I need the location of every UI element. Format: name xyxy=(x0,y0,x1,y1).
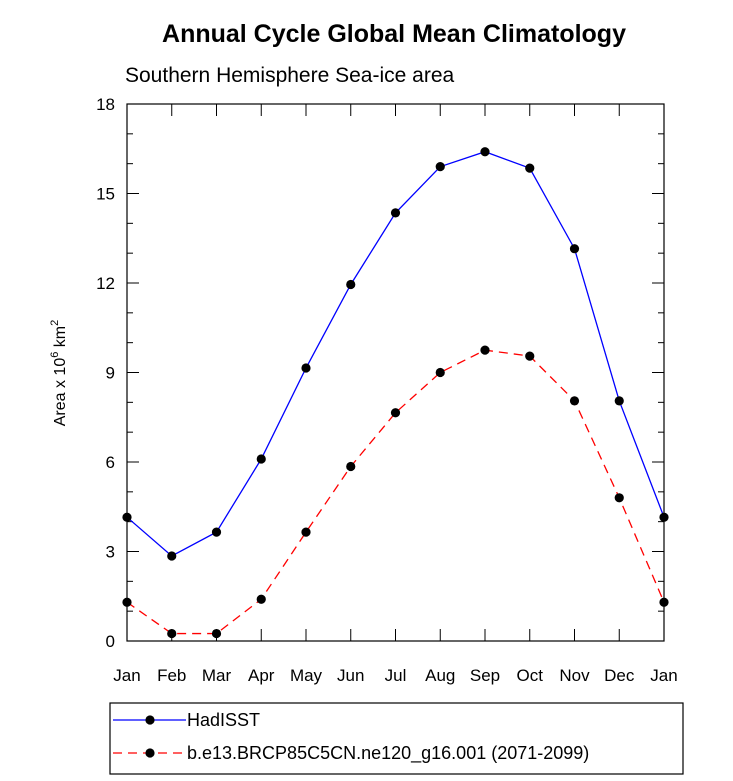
legend-box xyxy=(109,702,684,775)
series-1-point xyxy=(167,551,177,561)
x-tick-label: Mar xyxy=(202,666,232,685)
series-2-point xyxy=(614,493,624,503)
series-1-point xyxy=(301,363,311,373)
legend-marker-2 xyxy=(145,748,155,758)
y-tick-label: 12 xyxy=(96,274,115,293)
y-axis-label: Area x 106 km2 xyxy=(49,320,69,427)
x-tick-label: Jun xyxy=(337,666,364,685)
series-1-point xyxy=(346,279,356,290)
axes: 0 3 6 9 12 15 18 Jan Feb Mar Apr May Jun Jul Aug Sep Oct… xyxy=(96,95,678,685)
y-tick-label: 0 xyxy=(106,632,115,651)
x-tick-label: Jul xyxy=(385,666,407,685)
series-2-point xyxy=(659,597,669,607)
x-tick-label: Dec xyxy=(604,666,635,685)
x-tick-label: Oct xyxy=(517,666,544,685)
y-tick-label: 9 xyxy=(106,364,115,383)
series-2-point xyxy=(525,351,535,361)
chart-title: Annual Cycle Global Mean Climatology xyxy=(162,20,626,48)
plot-frame xyxy=(126,103,665,642)
series-1-point xyxy=(569,244,580,254)
x-tick-label: Feb xyxy=(157,666,186,685)
legend-label-1: HadISST xyxy=(187,710,260,730)
x-tick-label: Jan xyxy=(650,666,677,685)
x-tick-label: Jan xyxy=(113,666,140,685)
x-tick-label: May xyxy=(290,666,323,685)
x-tick-label: Apr xyxy=(248,666,275,685)
series-2-point xyxy=(390,408,401,418)
series-2-point xyxy=(167,628,177,639)
legend: HadISST b.e13.BRCP85C5CN.ne120_g16.001 (2… xyxy=(109,702,684,775)
y-tick-label: 3 xyxy=(106,543,115,562)
series-2-point xyxy=(346,461,356,472)
series-1-point xyxy=(480,147,490,157)
legend-marker-1 xyxy=(145,715,155,725)
series-1-point xyxy=(122,512,132,522)
series-1-point xyxy=(256,454,266,464)
x-tick-label: Aug xyxy=(425,666,455,685)
series-1-point xyxy=(659,512,669,522)
series-2-point xyxy=(480,345,490,355)
series-1-point xyxy=(211,527,222,537)
x-tick-label: Sep xyxy=(470,666,500,685)
series-2-point xyxy=(435,367,445,378)
x-tick-label: Nov xyxy=(559,666,590,685)
series-line-2 xyxy=(126,349,665,635)
legend-label-2: b.e13.BRCP85C5CN.ne120_g16.001 (2071-209… xyxy=(187,743,589,764)
y-tick-label: 18 xyxy=(96,95,115,114)
y-tick-label: 6 xyxy=(106,453,115,472)
series-2-point xyxy=(301,527,311,537)
chart-subtitle: Southern Hemisphere Sea-ice area xyxy=(125,64,455,87)
series-1-point xyxy=(525,163,535,173)
series-1-point xyxy=(435,162,445,172)
series-2-point xyxy=(569,396,580,406)
series-group xyxy=(122,147,669,639)
series-2-point xyxy=(256,594,266,604)
y-tick-label: 15 xyxy=(96,185,115,204)
series-1-point xyxy=(390,208,401,218)
series-1-point xyxy=(614,396,624,406)
series-2-point xyxy=(211,628,222,639)
series-2-point xyxy=(122,597,132,607)
